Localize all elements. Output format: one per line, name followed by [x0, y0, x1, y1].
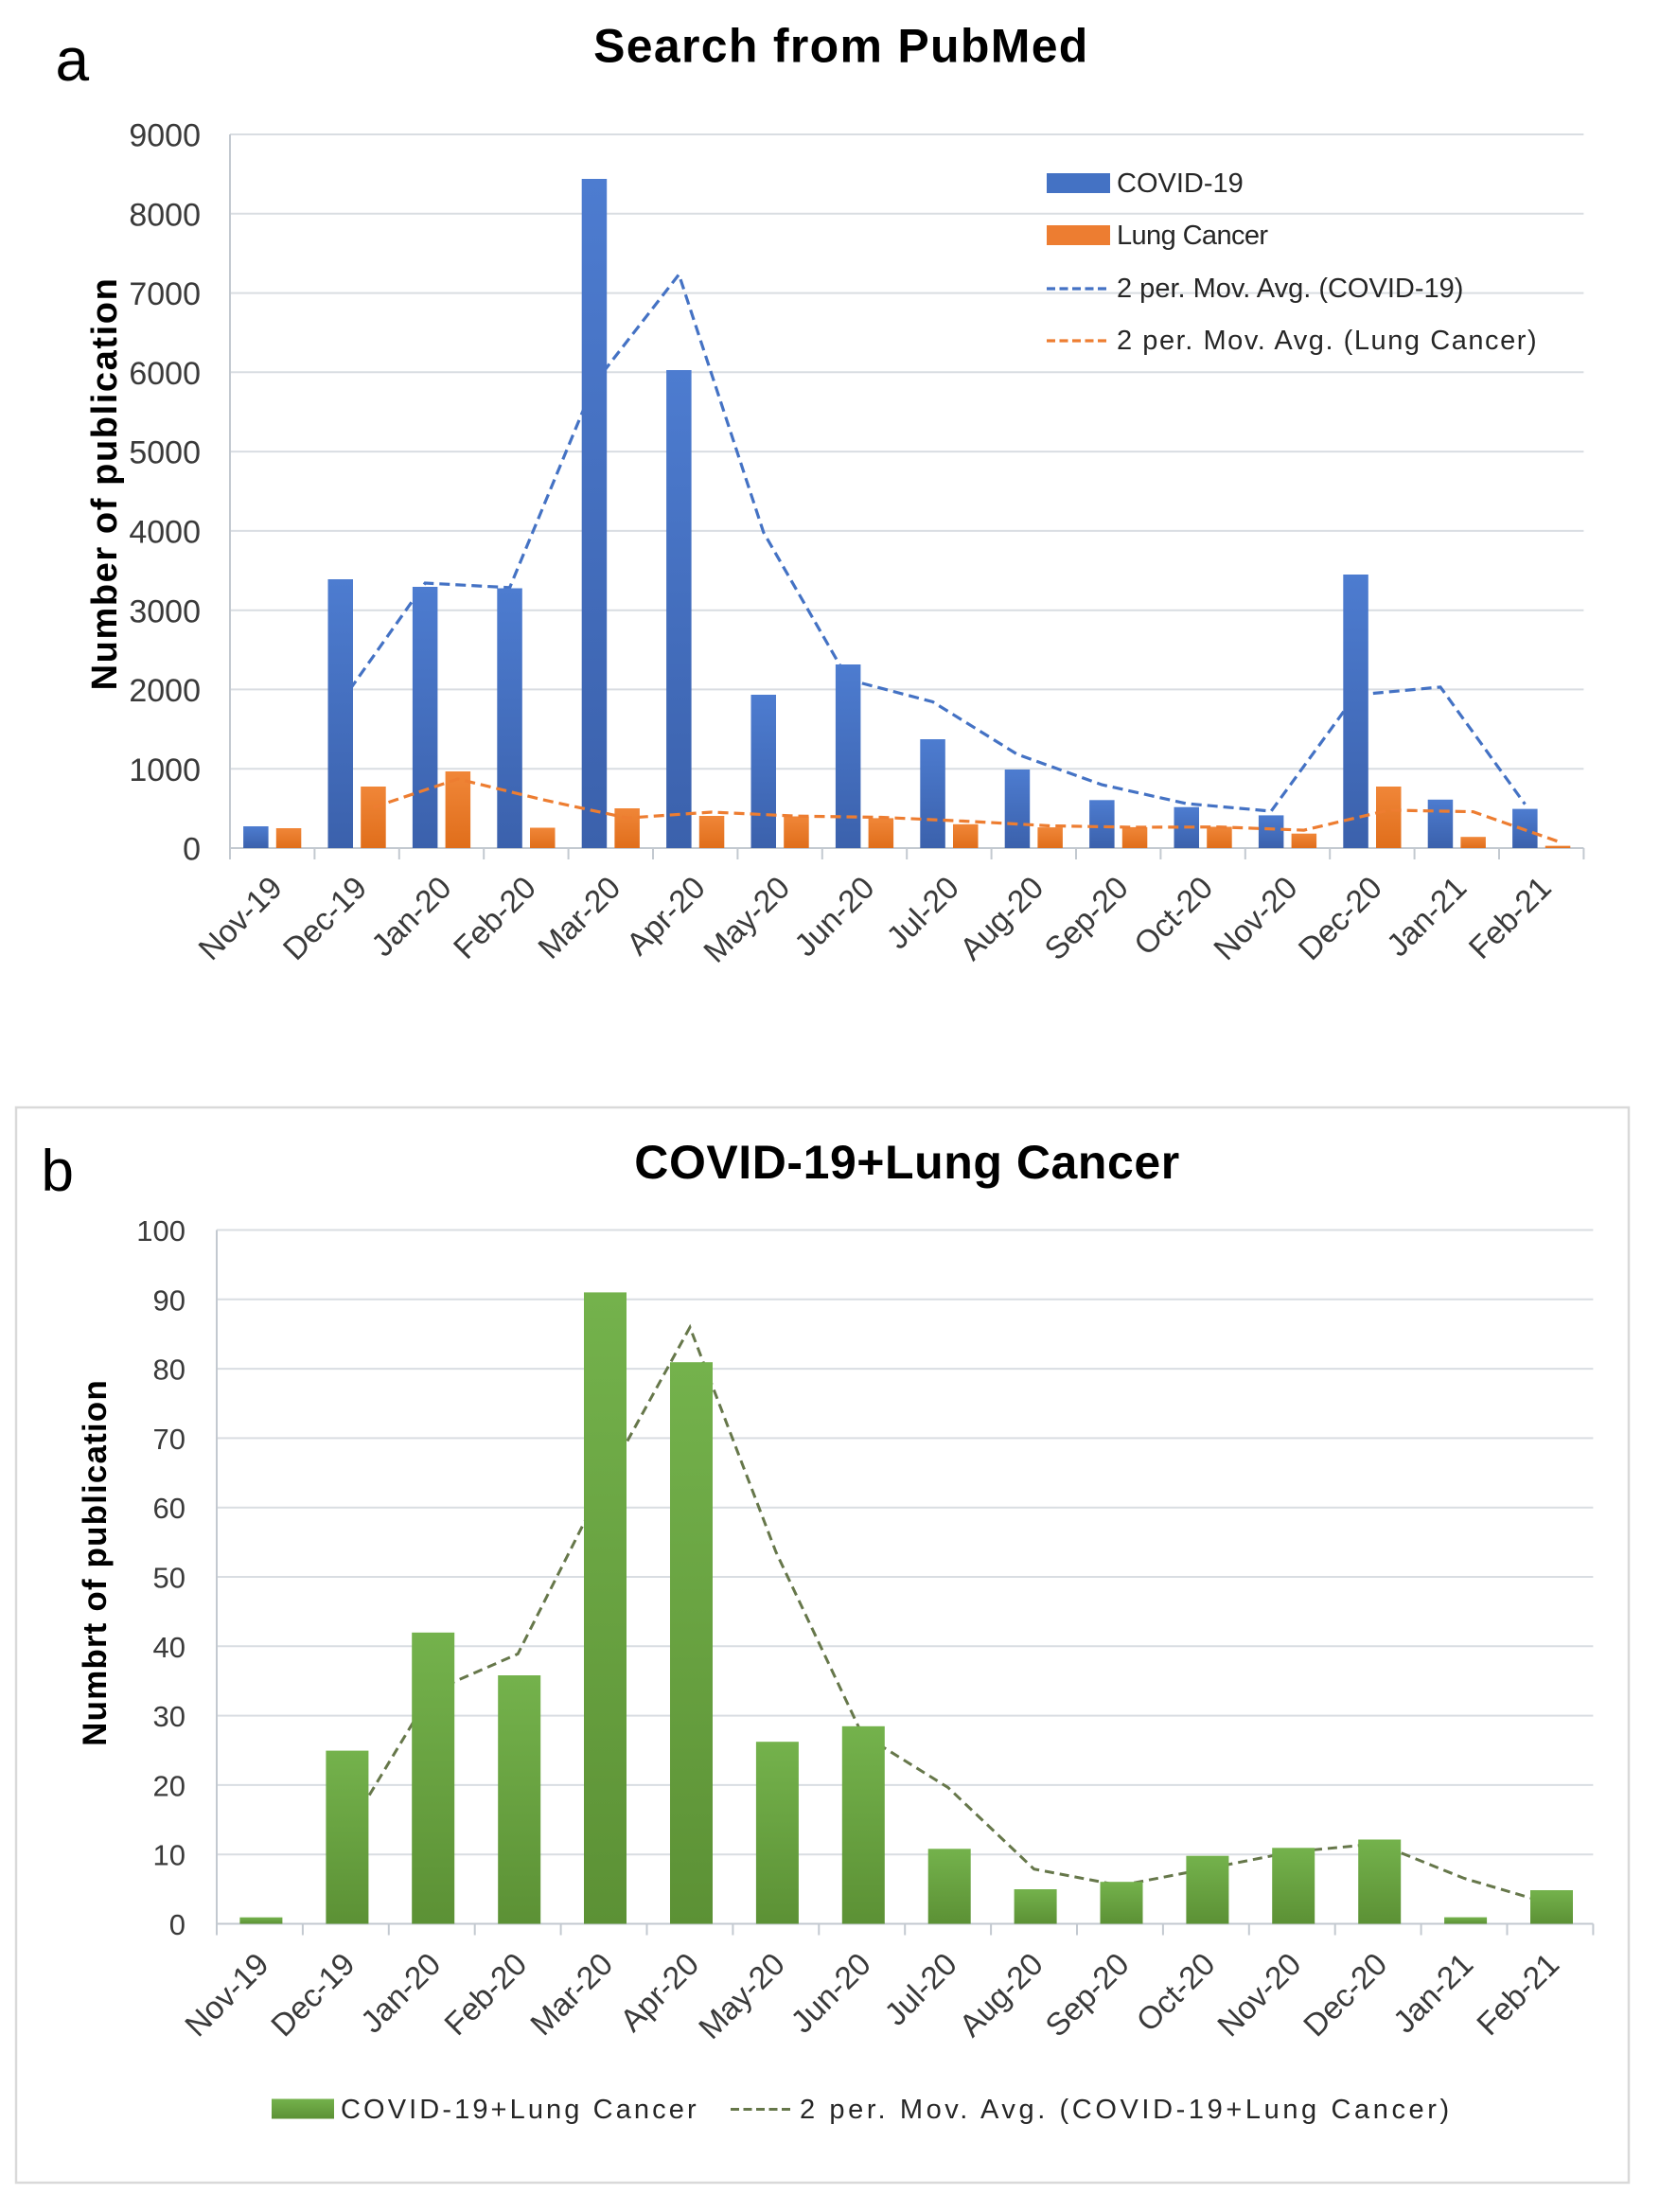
svg-text:May-20: May-20: [697, 870, 797, 969]
svg-text:2 per. Mov. Avg. (COVID-19+Lun: 2 per. Mov. Avg. (COVID-19+Lung Cancer): [800, 2095, 1453, 2125]
svg-text:0: 0: [169, 1908, 185, 1941]
svg-text:Oct-20: Oct-20: [1130, 1947, 1222, 2039]
svg-text:Sep-20: Sep-20: [1039, 1947, 1137, 2044]
svg-text:70: 70: [153, 1423, 185, 1456]
svg-text:Apr-20: Apr-20: [620, 870, 712, 962]
svg-text:Dec-20: Dec-20: [1297, 1947, 1395, 2044]
svg-text:Mar-20: Mar-20: [532, 870, 627, 965]
svg-text:Jun-20: Jun-20: [788, 870, 882, 964]
svg-text:Nov-20: Nov-20: [1208, 870, 1305, 967]
svg-text:30: 30: [153, 1700, 185, 1733]
svg-text:Number of publication: Number of publication: [85, 277, 125, 691]
svg-text:COVID-19: COVID-19: [1117, 168, 1244, 199]
svg-text:Jan-21: Jan-21: [1381, 870, 1474, 964]
svg-text:Aug-20: Aug-20: [953, 1947, 1050, 2044]
svg-text:Mar-20: Mar-20: [524, 1947, 620, 2043]
svg-text:Numbrt of publication: Numbrt of publication: [77, 1379, 114, 1746]
svg-text:Jan-20: Jan-20: [365, 870, 459, 964]
svg-text:Dec-20: Dec-20: [1292, 870, 1389, 967]
svg-text:Jul-20: Jul-20: [878, 1947, 964, 2033]
svg-text:50: 50: [153, 1562, 185, 1595]
svg-text:a: a: [56, 26, 90, 94]
svg-text:Nov-20: Nov-20: [1211, 1947, 1309, 2044]
svg-text:7000: 7000: [129, 276, 201, 312]
svg-text:Jan-20: Jan-20: [355, 1947, 449, 2041]
svg-text:b: b: [42, 1139, 74, 1204]
svg-text:COVID-19+Lung Cancer: COVID-19+Lung Cancer: [634, 1136, 1179, 1189]
svg-text:0: 0: [183, 832, 201, 868]
svg-text:Jan-21: Jan-21: [1387, 1947, 1481, 2041]
svg-text:100: 100: [136, 1214, 185, 1248]
svg-text:40: 40: [153, 1631, 185, 1664]
svg-text:5000: 5000: [129, 435, 201, 471]
svg-text:Aug-20: Aug-20: [954, 870, 1051, 967]
svg-text:90: 90: [153, 1283, 185, 1317]
svg-text:10: 10: [153, 1839, 185, 1872]
svg-text:9000: 9000: [129, 118, 201, 154]
svg-text:Dec-19: Dec-19: [277, 870, 375, 967]
svg-text:Feb-20: Feb-20: [438, 1947, 534, 2043]
svg-text:Feb-20: Feb-20: [448, 870, 543, 965]
svg-text:COVID-19+Lung Cancer: COVID-19+Lung Cancer: [341, 2095, 699, 2125]
svg-text:Apr-20: Apr-20: [614, 1947, 706, 2039]
svg-text:May-20: May-20: [693, 1947, 792, 2046]
svg-text:1000: 1000: [129, 752, 201, 788]
svg-text:Feb-21: Feb-21: [1471, 1947, 1566, 2043]
svg-text:Dec-19: Dec-19: [265, 1947, 362, 2044]
svg-text:Nov-19: Nov-19: [192, 870, 290, 967]
svg-text:6000: 6000: [129, 356, 201, 392]
svg-text:2 per. Mov. Avg. (Lung Cancer): 2 per. Mov. Avg. (Lung Cancer): [1117, 326, 1538, 356]
svg-text:60: 60: [153, 1492, 185, 1525]
svg-text:Jun-20: Jun-20: [785, 1947, 878, 2041]
svg-text:4000: 4000: [129, 515, 201, 551]
svg-text:2000: 2000: [129, 673, 201, 709]
svg-text:8000: 8000: [129, 197, 201, 233]
svg-text:20: 20: [153, 1769, 185, 1802]
svg-text:2 per. Mov. Avg. (COVID-19): 2 per. Mov. Avg. (COVID-19): [1117, 274, 1463, 304]
svg-text:Oct-20: Oct-20: [1128, 870, 1220, 962]
svg-text:Nov-19: Nov-19: [179, 1947, 276, 2044]
svg-text:80: 80: [153, 1354, 185, 1387]
svg-text:Sep-20: Sep-20: [1038, 870, 1136, 967]
svg-text:Search from PubMed: Search from PubMed: [593, 20, 1089, 73]
svg-text:Lung Cancer: Lung Cancer: [1117, 221, 1268, 251]
svg-text:3000: 3000: [129, 593, 201, 629]
svg-text:Feb-21: Feb-21: [1462, 870, 1558, 965]
